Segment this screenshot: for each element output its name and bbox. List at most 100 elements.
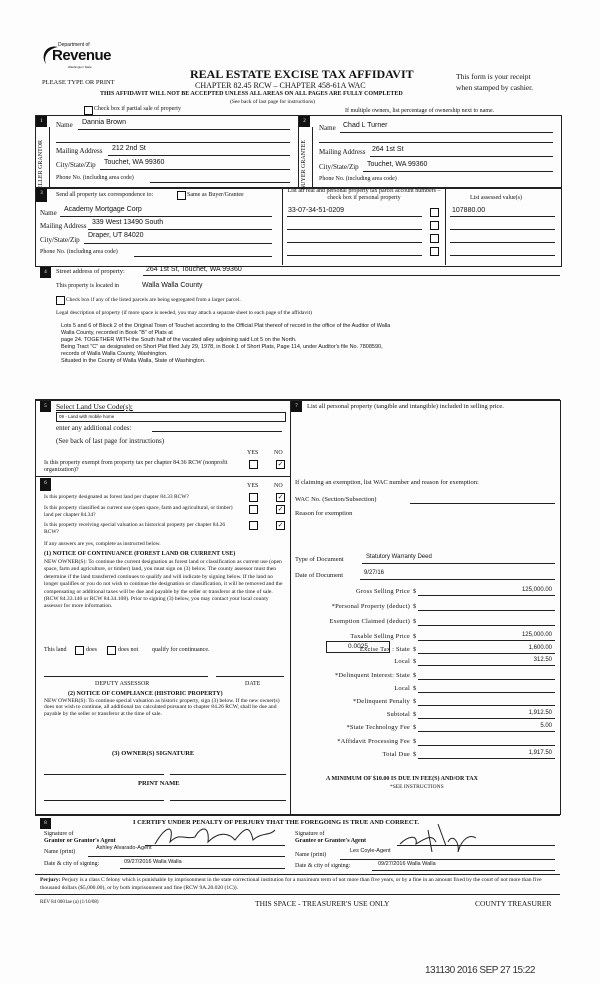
parcel-number-field[interactable]: 33-07-34-51-0209: [288, 207, 345, 214]
does-not-label: does not: [118, 647, 139, 653]
segregated-label: Check box if any of the listed parcels a…: [66, 297, 241, 303]
tax-row-value[interactable]: 1,912.50: [528, 710, 552, 716]
grantor-date-field[interactable]: 09/27/2016 Walla Walla: [124, 859, 182, 865]
dollar-sign: $: [413, 646, 417, 653]
county-treasurer: COUNTY TREASURER: [475, 899, 552, 908]
tax-row-value[interactable]: 125,000.00: [521, 587, 552, 593]
county-field[interactable]: Walla Walla County: [142, 282, 203, 289]
form-title: REAL ESTATE EXCISE TAX AFFIDAVIT: [190, 67, 414, 81]
logo-dept: Department of: [58, 42, 90, 48]
treasurer-space: THIS SPACE - TREASURER'S USE ONLY: [255, 899, 390, 908]
dollar-sign: $: [413, 603, 417, 610]
section-4-number: 4: [40, 267, 51, 278]
exempt-no-checkbox[interactable]: ✓: [276, 460, 285, 469]
does-checkbox[interactable]: [75, 646, 84, 655]
forest-yes-checkbox[interactable]: [249, 493, 258, 502]
divider: [298, 115, 299, 187]
corr-name-field[interactable]: Academy Mortgage Corp: [64, 206, 142, 213]
buyer-mail-field[interactable]: 264 1st St: [372, 146, 404, 153]
seller-city-field[interactable]: Touchet, WA 99360: [104, 159, 165, 166]
tax-row-label: *Delinquent Penalty: [352, 698, 410, 705]
if-yes-note: If any answers are yes, complete as inst…: [44, 541, 161, 547]
personal-property-checkbox[interactable]: [430, 221, 439, 230]
exempt-question: Is this property exempt from property ta…: [44, 460, 228, 473]
deputy-assessor-label: DEPUTY ASSESSOR: [95, 681, 150, 687]
no-header: NO: [274, 483, 283, 489]
doc-type-field[interactable]: Statutory Warranty Deed: [366, 554, 432, 560]
cashier-stamp: 131130 2016 SEP 27 15:22: [425, 965, 535, 976]
personal-property-checkbox[interactable]: [430, 247, 439, 256]
partial-sale-label: Check box if partial sale of property: [94, 106, 181, 112]
forest-no-checkbox[interactable]: ✓: [276, 493, 285, 502]
seller-mail-label: Mailing Address: [56, 147, 103, 155]
personal-property-checkbox[interactable]: [430, 208, 439, 217]
dollar-sign: $: [413, 658, 417, 665]
grantor-name-label: Name (print): [44, 849, 76, 855]
tax-row-value[interactable]: 1,917.50: [528, 750, 552, 756]
partial-sale-checkbox[interactable]: [84, 106, 93, 115]
tax-row-value[interactable]: 125,000.00: [521, 632, 552, 638]
notice-compliance-text: NEW OWNER(S): To continue special valuat…: [44, 698, 280, 717]
grantor-name-field[interactable]: Ashley Alvarado-Agent: [96, 845, 152, 851]
doc-type-label: Type of Document: [295, 556, 344, 563]
tax-row-value[interactable]: 312.50: [533, 657, 552, 663]
section-3-number: 3: [36, 188, 47, 202]
current-use-no-checkbox[interactable]: ✓: [276, 505, 285, 514]
perjury-label: Perjury:: [40, 877, 61, 883]
street-field[interactable]: 264 1st St, Touchet, WA 99360: [146, 266, 242, 273]
form-chapter: CHAPTER 82.45 RCW – CHAPTER 458-61A WAC: [195, 81, 366, 90]
seller-mail-field[interactable]: 212 2nd St: [112, 145, 146, 152]
reason-label: Reason for exemption: [295, 510, 353, 517]
receipt-note-2: when stamped by cashier.: [456, 83, 534, 92]
corr-mail-field[interactable]: 339 West 13490 South: [92, 219, 164, 226]
buyer-city-field[interactable]: Touchet, WA 99360: [367, 161, 428, 168]
tax-row-value[interactable]: 1,600.00: [528, 645, 552, 651]
historic-no-checkbox[interactable]: ✓: [276, 521, 285, 530]
tax-row-value[interactable]: 5.00: [540, 723, 552, 729]
legal-line: records of Walla Walla County, Washingto…: [61, 350, 168, 357]
corr-city-field[interactable]: Draper, UT 84020: [88, 232, 144, 239]
grantor-signature: [154, 828, 276, 845]
section-2-number: 2: [299, 116, 310, 127]
minimum-note: A MINIMUM OF $10.00 IS DUE IN FEE(S) AND…: [326, 776, 478, 782]
seller-name-field[interactable]: Dannia Brown: [82, 119, 126, 126]
form-warning: THIS AFFIDAVIT WILL NOT BE ACCEPTED UNLE…: [100, 91, 403, 97]
dollar-sign: $: [413, 724, 417, 731]
owner-signature-label: (3) OWNER(S) SIGNATURE: [112, 750, 195, 757]
corr-phone-label: Phone No. (including area code): [40, 249, 118, 255]
segregated-checkbox[interactable]: [56, 296, 65, 305]
assessed-value-field[interactable]: 107880.00: [452, 207, 486, 214]
dollar-sign: $: [413, 672, 417, 679]
buyer-name-field[interactable]: Chad L Turner: [343, 122, 388, 129]
legal-line: Situated in the County of Walla Walla, S…: [61, 357, 206, 364]
historic-yes-checkbox[interactable]: [249, 521, 258, 530]
dollar-sign: $: [413, 685, 417, 692]
exemption-label: If claiming an exemption, list WAC numbe…: [295, 479, 479, 486]
same-as-buyer-checkbox[interactable]: [177, 191, 186, 200]
located-label: This property is located in: [56, 283, 119, 289]
grantee-name-field[interactable]: Les Coyle-Agent: [350, 848, 391, 854]
forest-land-question: Is this property designated as forest la…: [44, 494, 189, 500]
corr-city-label: City/State/Zip: [40, 236, 80, 244]
grantee-date-field[interactable]: 09/27/2016 Walla Walla: [378, 861, 436, 867]
does-not-checkbox[interactable]: [107, 646, 116, 655]
tax-row-label: Subtotal: [386, 711, 410, 718]
exempt-yes-checkbox[interactable]: [249, 460, 258, 469]
section-6-number: 6: [40, 478, 51, 491]
personal-property-checkbox[interactable]: [430, 234, 439, 243]
date-label: DATE: [245, 681, 261, 687]
seller-name-label: Name: [56, 121, 73, 129]
doc-date-field[interactable]: 9/27/16: [364, 570, 385, 576]
legal-line: Lots 5 and 6 of Block 2 of the Original …: [61, 323, 391, 329]
please-type: PLEASE TYPE OR PRINT: [42, 79, 115, 86]
no-header: NO: [274, 450, 283, 456]
dollar-sign: $: [413, 738, 417, 745]
legal-line: Walla County, recorded in Book "B" of Pl…: [61, 329, 173, 336]
local-rate-field[interactable]: 0.0025: [326, 641, 390, 653]
qualify-label: qualify for continuance.: [152, 647, 210, 653]
current-use-yes-checkbox[interactable]: [249, 505, 258, 514]
multiple-owners-note: If multiple owners, list percentage of o…: [345, 108, 495, 114]
land-use-code-field[interactable]: 09 - Land with mobile home: [56, 412, 286, 422]
dollar-sign: $: [413, 633, 417, 640]
legal-description: Lots 5 and 6 of Block 2 of the Original …: [61, 323, 390, 364]
